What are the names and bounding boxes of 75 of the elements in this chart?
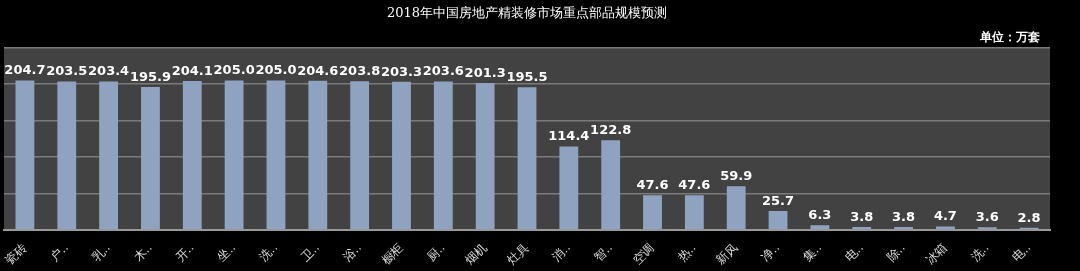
x-tick-label: 厨.. (423, 240, 448, 265)
x-tick-label: 集.. (800, 240, 825, 265)
bar (726, 186, 746, 230)
x-tick-label: 坐.. (214, 240, 239, 265)
x-tick-label: 智.. (591, 240, 616, 265)
x-tick-label: 户.. (47, 240, 72, 265)
bar (559, 146, 579, 230)
bar (517, 87, 537, 230)
bar (852, 227, 872, 230)
x-tick-label: 新风 (713, 240, 741, 268)
x-tick-label: 烟机 (462, 240, 490, 268)
bar (935, 226, 955, 230)
data-label: 205.0 (255, 62, 297, 78)
x-tick-label: 洗.. (967, 240, 992, 265)
data-label: 204.1 (171, 62, 213, 78)
data-label: 47.6 (678, 177, 711, 193)
x-tick-label: 瓷砖 (2, 240, 30, 268)
data-label: 195.9 (129, 68, 171, 84)
x-tick-label: 木.. (130, 240, 155, 265)
data-label: 203.8 (339, 63, 381, 79)
text: 单位：万套 (979, 29, 1040, 44)
x-tick-label: 橱柜 (378, 240, 406, 268)
data-label: 205.0 (213, 62, 255, 78)
data-label: 25.7 (762, 192, 795, 208)
data-label: 122.8 (590, 122, 632, 138)
x-tick-label: 卫.. (298, 240, 323, 265)
bar (768, 211, 788, 230)
bar (266, 80, 286, 230)
data-label: 3.6 (975, 209, 999, 225)
data-label: 204.7 (4, 62, 46, 78)
x-tick-label: 净.. (758, 240, 783, 265)
x-tick-label: 热.. (674, 240, 699, 265)
data-label: 195.5 (506, 69, 548, 85)
x-tick-label: 开.. (172, 240, 197, 265)
bar (350, 81, 370, 230)
x-tick-label: 电.. (1009, 240, 1034, 265)
bar (182, 81, 202, 230)
data-label: 204.6 (297, 62, 339, 78)
data-label: 4.7 (933, 208, 957, 224)
x-tick-label: 消.. (549, 240, 574, 265)
data-label: 3.8 (892, 208, 916, 224)
bar (643, 195, 662, 230)
data-label: 47.6 (636, 177, 669, 193)
x-tick-label: 灶具 (504, 240, 532, 268)
x-tick-label: 浴.. (340, 240, 364, 265)
bar (684, 195, 704, 230)
chart-title: 2018年中国房地产精装修市场重点部品规模预测 (386, 5, 668, 21)
data-label: 203.4 (88, 63, 130, 79)
data-label: 3.8 (850, 208, 874, 224)
x-tick-label: 冰箱 (922, 240, 950, 268)
data-label: 2.8 (1017, 209, 1041, 225)
bar (894, 227, 913, 230)
x-tick-label: 空调 (629, 240, 657, 268)
data-label: 59.9 (720, 168, 753, 184)
bar (224, 80, 244, 230)
x-tick-label: 洗.. (256, 240, 281, 265)
data-label: 203.3 (380, 63, 423, 79)
bar (392, 81, 411, 230)
bar (141, 87, 160, 230)
data-label: 203.6 (422, 63, 464, 79)
bar (15, 80, 35, 230)
bar (99, 81, 119, 230)
bar (810, 225, 830, 230)
data-label: 203.5 (46, 63, 88, 79)
x-tick-label: 乳.. (89, 240, 113, 265)
x-tick-label: 电.. (842, 240, 867, 265)
data-label: 114.4 (548, 128, 590, 144)
data-label: 201.3 (464, 64, 506, 80)
bar (433, 81, 453, 230)
data-label: 6.3 (808, 207, 832, 223)
bar (475, 83, 495, 230)
bar (601, 140, 621, 230)
bar (308, 80, 328, 230)
x-tick-label: 除.. (884, 240, 908, 265)
bar (57, 81, 77, 230)
